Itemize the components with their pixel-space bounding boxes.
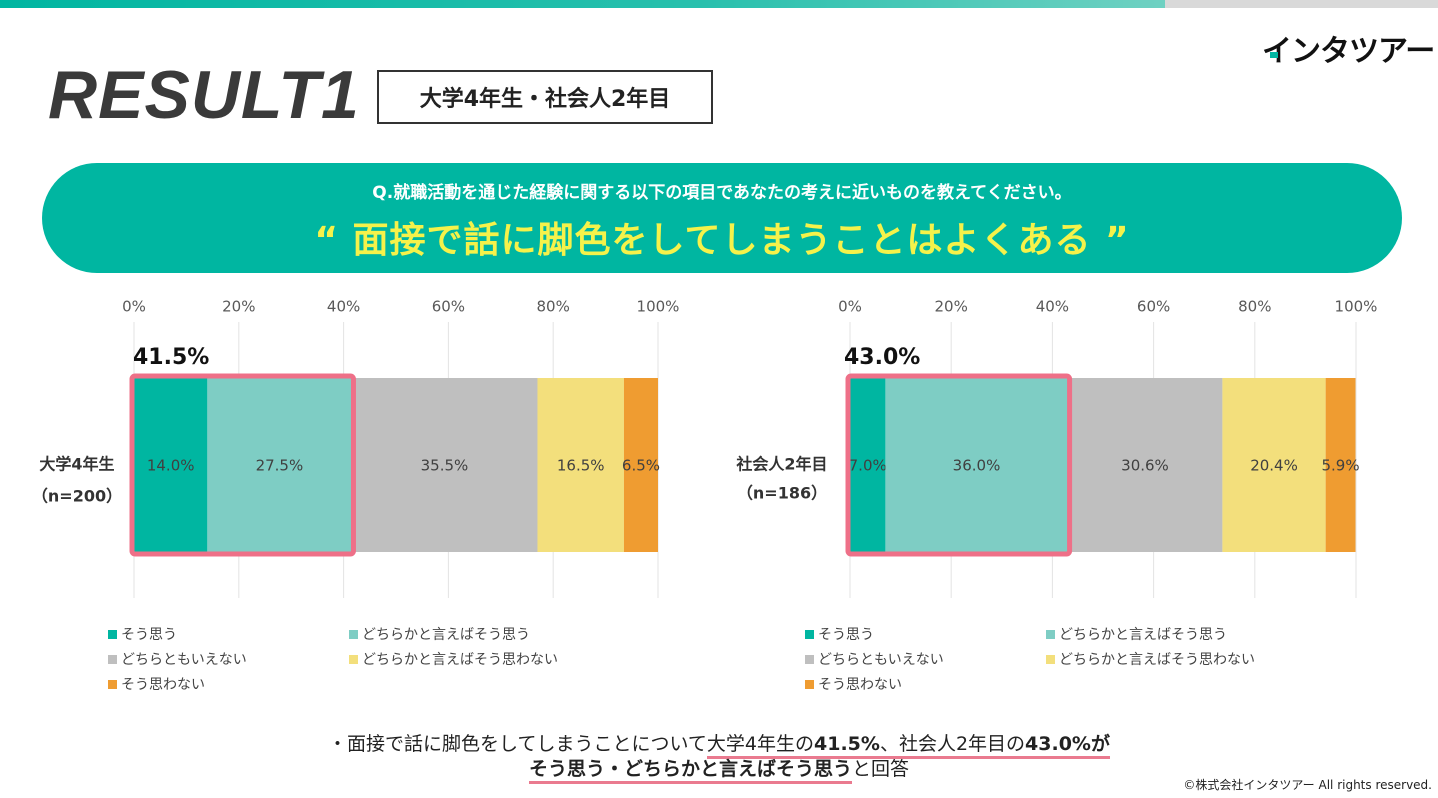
top-bar-accent — [0, 0, 1165, 8]
summary-line2-bold: そう思う・どちらかと言えばそう思う — [528, 758, 852, 784]
highlight-frame — [129, 373, 356, 557]
bar-segment — [850, 378, 886, 552]
x-tick-label: 60% — [432, 298, 465, 316]
question-statement: “ 面接で話に脚色をしてしまうことはよくある ” — [314, 220, 1130, 261]
x-tick-label: 100% — [1335, 298, 1378, 316]
summary-line-2: そう思う・どちらかと言えばそう思うと回答 — [0, 754, 1438, 784]
legend-swatch — [805, 654, 814, 664]
bar-segment — [1067, 378, 1223, 552]
x-tick-label: 0% — [122, 298, 146, 316]
legend-label: どちらともいえない — [818, 652, 944, 668]
stacked-bar-charts: 0% 20% 40% 60% 80% 100% 14.0% 27.5% 35.5% 16.5% 6.… — [32, 298, 1378, 598]
summary-value-b: 43.0%が — [1025, 733, 1110, 755]
question-banner: Q.就職活動を通じた経験に関する以下の項目であなたの考えに近いものを教えてくださ… — [42, 163, 1402, 273]
top-progress-bar — [0, 0, 1438, 8]
highlight-frame — [845, 373, 1073, 557]
legend-label: どちらかと言えばそう思わない — [362, 652, 558, 668]
bar-segment — [623, 378, 658, 552]
segment-label: 大学4年生・社会人2年目 — [377, 70, 713, 124]
legend-swatch — [349, 654, 358, 664]
legend-item: どちらかと言えばそう思う — [1046, 624, 1227, 644]
legend-item: どちらかと言えばそう思う — [349, 624, 530, 644]
data-label: 5.9% — [1322, 457, 1360, 475]
highlight-total: 43.0% — [844, 345, 920, 370]
bar-segment — [1325, 378, 1356, 552]
x-tick-label: 40% — [1036, 298, 1069, 316]
category-label: 社会人2年目 — [735, 455, 827, 474]
legend-item: そう思う — [805, 624, 874, 644]
data-label: 7.0% — [849, 457, 887, 475]
copyright: ©株式会社インタツアー All rights reserved. — [1183, 778, 1432, 792]
x-tick-label: 100% — [637, 298, 680, 316]
summary-line2-tail: と回答 — [852, 758, 910, 780]
question-text: Q.就職活動を通じた経験に関する以下の項目であなたの考えに近いものを教えてくださ… — [372, 183, 1072, 203]
bar-segment — [537, 378, 624, 552]
legend-item: どちらかと言えばそう思わない — [349, 649, 558, 669]
page-title: RESULT1 — [48, 57, 360, 133]
bar-segment — [885, 378, 1068, 552]
summary-underlined: 大学4年生の41.5%、社会人2年目の43.0%が — [706, 733, 1110, 759]
legend-label: どちらかと言えばそう思わない — [1059, 652, 1255, 668]
x-tick-label: 0% — [838, 298, 862, 316]
data-label: 6.5% — [622, 457, 660, 475]
x-tick-label: 80% — [537, 298, 570, 316]
bar-segment — [207, 378, 352, 552]
legend-swatch — [108, 654, 117, 664]
legend-swatch — [108, 679, 117, 689]
legend-swatch — [805, 629, 814, 639]
summary-sep: 、社会人2年目の — [879, 733, 1026, 755]
x-tick-label: 80% — [1238, 298, 1271, 316]
legend-label: そう思う — [121, 627, 177, 643]
logo-accent-mark — [1270, 52, 1278, 58]
legend-label: そう思う — [818, 627, 874, 643]
summary-part-a: 大学4年生の — [706, 733, 815, 755]
legend-swatch — [349, 629, 358, 639]
legend-item: そう思わない — [805, 674, 902, 694]
x-tick-label: 60% — [1137, 298, 1170, 316]
highlight-total: 41.5% — [133, 345, 209, 370]
summary-value-a: 41.5% — [814, 733, 880, 755]
legend-label: どちらかと言えばそう思う — [362, 627, 530, 643]
legend-item: どちらともいえない — [108, 649, 247, 669]
legend-swatch — [1046, 629, 1055, 639]
data-label: 16.5% — [557, 457, 605, 475]
data-label: 14.0% — [147, 457, 195, 475]
sample-size-label: （n=186） — [737, 484, 827, 503]
x-tick-label: 40% — [327, 298, 360, 316]
category-label: 大学4年生 — [39, 455, 114, 474]
legend-swatch — [805, 679, 814, 689]
data-label: 30.6% — [1121, 457, 1169, 475]
legend-swatch — [1046, 654, 1055, 664]
bar-segment — [351, 378, 538, 552]
legend-item: どちらともいえない — [805, 649, 944, 669]
legend-label: そう思わない — [818, 677, 902, 693]
summary-line-1: ・面接で話に脚色をしてしまうことについて大学4年生の41.5%、社会人2年目の4… — [0, 729, 1438, 759]
brand-logo: インタツアー — [1262, 34, 1435, 69]
legend-label: そう思わない — [121, 677, 205, 693]
x-tick-label: 20% — [935, 298, 968, 316]
sample-size-label: （n=200） — [32, 487, 122, 506]
legend-label: どちらかと言えばそう思う — [1059, 627, 1227, 643]
legend-item: どちらかと言えばそう思わない — [1046, 649, 1255, 669]
summary-prefix: ・面接で話に脚色をしてしまうことについて — [328, 733, 707, 755]
legend-label: どちらともいえない — [121, 652, 247, 668]
data-label: 35.5% — [421, 457, 469, 475]
x-tick-label: 20% — [222, 298, 255, 316]
legend-item: そう思う — [108, 624, 177, 644]
data-label: 20.4% — [1250, 457, 1298, 475]
data-label: 36.0% — [953, 457, 1001, 475]
data-label: 27.5% — [256, 457, 304, 475]
bar-segment — [134, 378, 208, 552]
bar-segment — [1222, 378, 1326, 552]
legend-item: そう思わない — [108, 674, 205, 694]
legend-swatch — [108, 629, 117, 639]
top-bar-track — [1165, 0, 1438, 8]
